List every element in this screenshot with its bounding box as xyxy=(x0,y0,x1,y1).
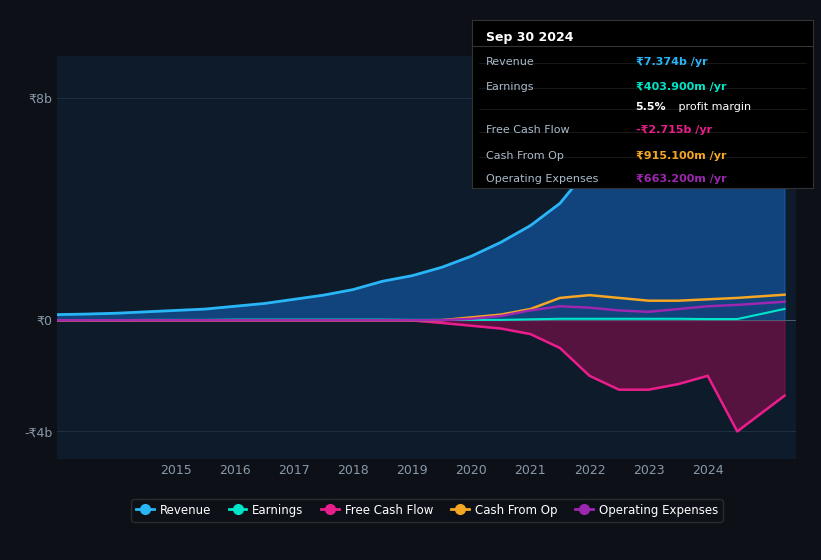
Text: ₹663.200m /yr: ₹663.200m /yr xyxy=(635,174,727,184)
Text: ₹403.900m /yr: ₹403.900m /yr xyxy=(635,82,726,92)
Text: -₹2.715b /yr: -₹2.715b /yr xyxy=(635,125,712,136)
Text: Sep 30 2024: Sep 30 2024 xyxy=(486,31,573,44)
Text: Cash From Op: Cash From Op xyxy=(486,151,563,161)
Text: Free Cash Flow: Free Cash Flow xyxy=(486,125,569,136)
Text: Revenue: Revenue xyxy=(486,57,534,67)
Text: ₹7.374b /yr: ₹7.374b /yr xyxy=(635,57,707,67)
Text: Operating Expenses: Operating Expenses xyxy=(486,174,598,184)
Text: profit margin: profit margin xyxy=(675,102,751,112)
Text: 5.5%: 5.5% xyxy=(635,102,667,112)
Legend: Revenue, Earnings, Free Cash Flow, Cash From Op, Operating Expenses: Revenue, Earnings, Free Cash Flow, Cash … xyxy=(131,500,722,522)
Text: ₹915.100m /yr: ₹915.100m /yr xyxy=(635,151,726,161)
Text: Earnings: Earnings xyxy=(486,82,534,92)
